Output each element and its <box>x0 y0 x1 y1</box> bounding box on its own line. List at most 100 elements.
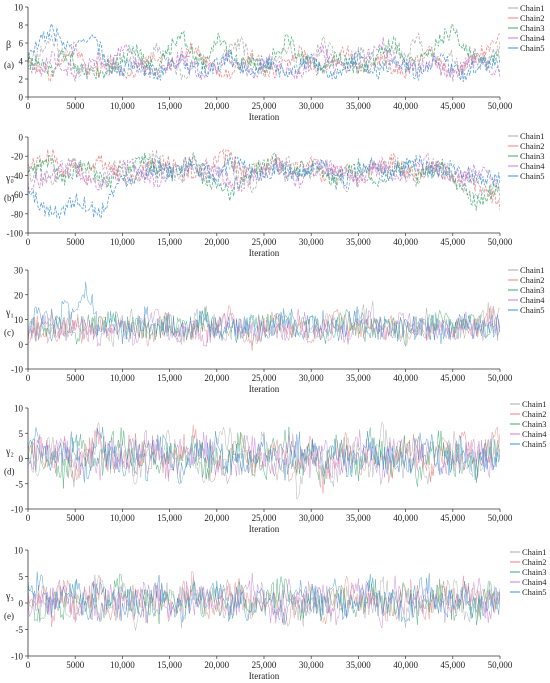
legend-label: Chain2 <box>522 557 547 567</box>
series-line-chain5 <box>28 571 500 625</box>
x-tick-label: 10,000 <box>110 373 135 383</box>
legend-label: Chain5 <box>520 171 545 181</box>
x-tick-label: 20,000 <box>204 101 229 111</box>
x-tick-label: 5000 <box>66 237 85 247</box>
series-line-chain1 <box>28 149 500 202</box>
x-axis-label: Iteration <box>249 524 280 534</box>
x-tick-label: 45,000 <box>440 101 465 111</box>
series-group <box>28 148 500 220</box>
series-line-chain1 <box>28 574 500 631</box>
legend-label: Chain1 <box>520 265 545 275</box>
x-tick-label: 50,000 <box>488 660 513 670</box>
y-tick-label: -80 <box>11 209 23 219</box>
x-tick-label: 0 <box>26 513 31 523</box>
x-tick-label: 35,000 <box>346 513 371 523</box>
y-tick-label: 0 <box>19 133 24 143</box>
legend-label: Chain3 <box>522 419 547 429</box>
x-tick-label: 10,000 <box>110 237 135 247</box>
panel-label: (e) <box>4 611 14 621</box>
series-line-chain2 <box>28 33 500 83</box>
y-tick-label: 5 <box>19 429 24 439</box>
x-tick-label: 10,000 <box>110 513 135 523</box>
y-tick-label: 4 <box>19 57 24 67</box>
x-tick-label: 0 <box>26 373 31 383</box>
y-tick-label: 20 <box>14 290 24 300</box>
x-tick-label: 15,000 <box>157 660 182 670</box>
x-tick-label: 30,000 <box>299 101 324 111</box>
legend-label: Chain4 <box>520 295 545 305</box>
x-tick-label: 40,000 <box>393 237 418 247</box>
y-axis-label: γ₁ <box>5 308 14 319</box>
y-tick-label: 30 <box>14 266 24 276</box>
chart-panel-d: -10 -5 0 5 10 0 5000 10,000 15,000 20,000 25,000 30… <box>4 399 547 534</box>
x-tick-label: 15,000 <box>157 513 182 523</box>
y-tick-label: 0 <box>19 599 24 609</box>
legend-label: Chain1 <box>522 547 547 557</box>
y-tick-label: 0 <box>19 93 24 103</box>
series-line-chain5 <box>28 426 500 484</box>
x-tick-label: 35,000 <box>346 101 371 111</box>
x-tick-label: 30,000 <box>299 513 324 523</box>
x-tick-label: 0 <box>26 101 31 111</box>
legend-label: Chain3 <box>520 285 545 295</box>
x-axis-label: Iteration <box>249 671 280 681</box>
y-tick-label: -40 <box>11 171 23 181</box>
x-tick-label: 0 <box>26 237 31 247</box>
x-tick-label: 20,000 <box>204 660 229 670</box>
legend-label: Chain4 <box>522 429 547 439</box>
x-tick-label: 5000 <box>66 513 85 523</box>
y-tick-label: 0 <box>19 454 24 464</box>
series-line-chain3 <box>28 426 500 489</box>
legend-label: Chain5 <box>520 43 545 53</box>
y-tick-label: -100 <box>7 229 24 239</box>
x-tick-label: 30,000 <box>299 237 324 247</box>
x-tick-label: 20,000 <box>204 513 229 523</box>
x-tick-label: 50,000 <box>488 237 513 247</box>
y-tick-label: 6 <box>19 39 24 49</box>
series-line-chain5 <box>28 281 500 345</box>
y-tick-label: 10 <box>14 3 24 13</box>
series-line-chain2 <box>28 148 500 211</box>
series-group <box>28 281 500 351</box>
series-group <box>28 421 500 500</box>
y-tick-label: -10 <box>11 652 23 662</box>
legend-label: Chain2 <box>522 409 547 419</box>
y-axis-label: β <box>6 40 11 51</box>
y-tick-label: -10 <box>11 505 23 515</box>
x-tick-label: 35,000 <box>346 660 371 670</box>
legend-label: Chain1 <box>520 131 545 141</box>
y-tick-label: -5 <box>16 479 24 489</box>
y-axis-label: γ₀ <box>5 173 14 184</box>
legend-label: Chain4 <box>520 161 545 171</box>
legend-label: Chain5 <box>522 587 547 597</box>
series-line-chain5 <box>28 22 500 82</box>
x-tick-label: 25,000 <box>252 513 277 523</box>
y-tick-label: -5 <box>16 625 24 635</box>
x-axis-label: Iteration <box>249 384 280 394</box>
x-tick-label: 45,000 <box>440 237 465 247</box>
x-tick-label: 20,000 <box>204 373 229 383</box>
x-tick-label: 35,000 <box>346 373 371 383</box>
x-tick-label: 5000 <box>66 373 85 383</box>
series-line-chain3 <box>28 23 500 80</box>
x-tick-label: 15,000 <box>157 237 182 247</box>
x-tick-label: 10,000 <box>110 660 135 670</box>
chart-panel-b: -100 -80 -60 -40 -20 0 0 5000 10,000 15,000 20,000… <box>4 131 545 258</box>
panel-label: (c) <box>4 328 14 338</box>
series-group <box>28 570 500 631</box>
x-tick-label: 15,000 <box>157 373 182 383</box>
legend-label: Chain5 <box>522 439 547 449</box>
x-tick-label: 50,000 <box>488 101 513 111</box>
legend-label: Chain2 <box>520 13 545 23</box>
legend-label: Chain3 <box>522 567 547 577</box>
series-line-chain1 <box>28 301 500 347</box>
legend-label: Chain3 <box>520 23 545 33</box>
x-tick-label: 25,000 <box>252 101 277 111</box>
series-group <box>28 22 500 83</box>
x-tick-label: 0 <box>26 660 31 670</box>
